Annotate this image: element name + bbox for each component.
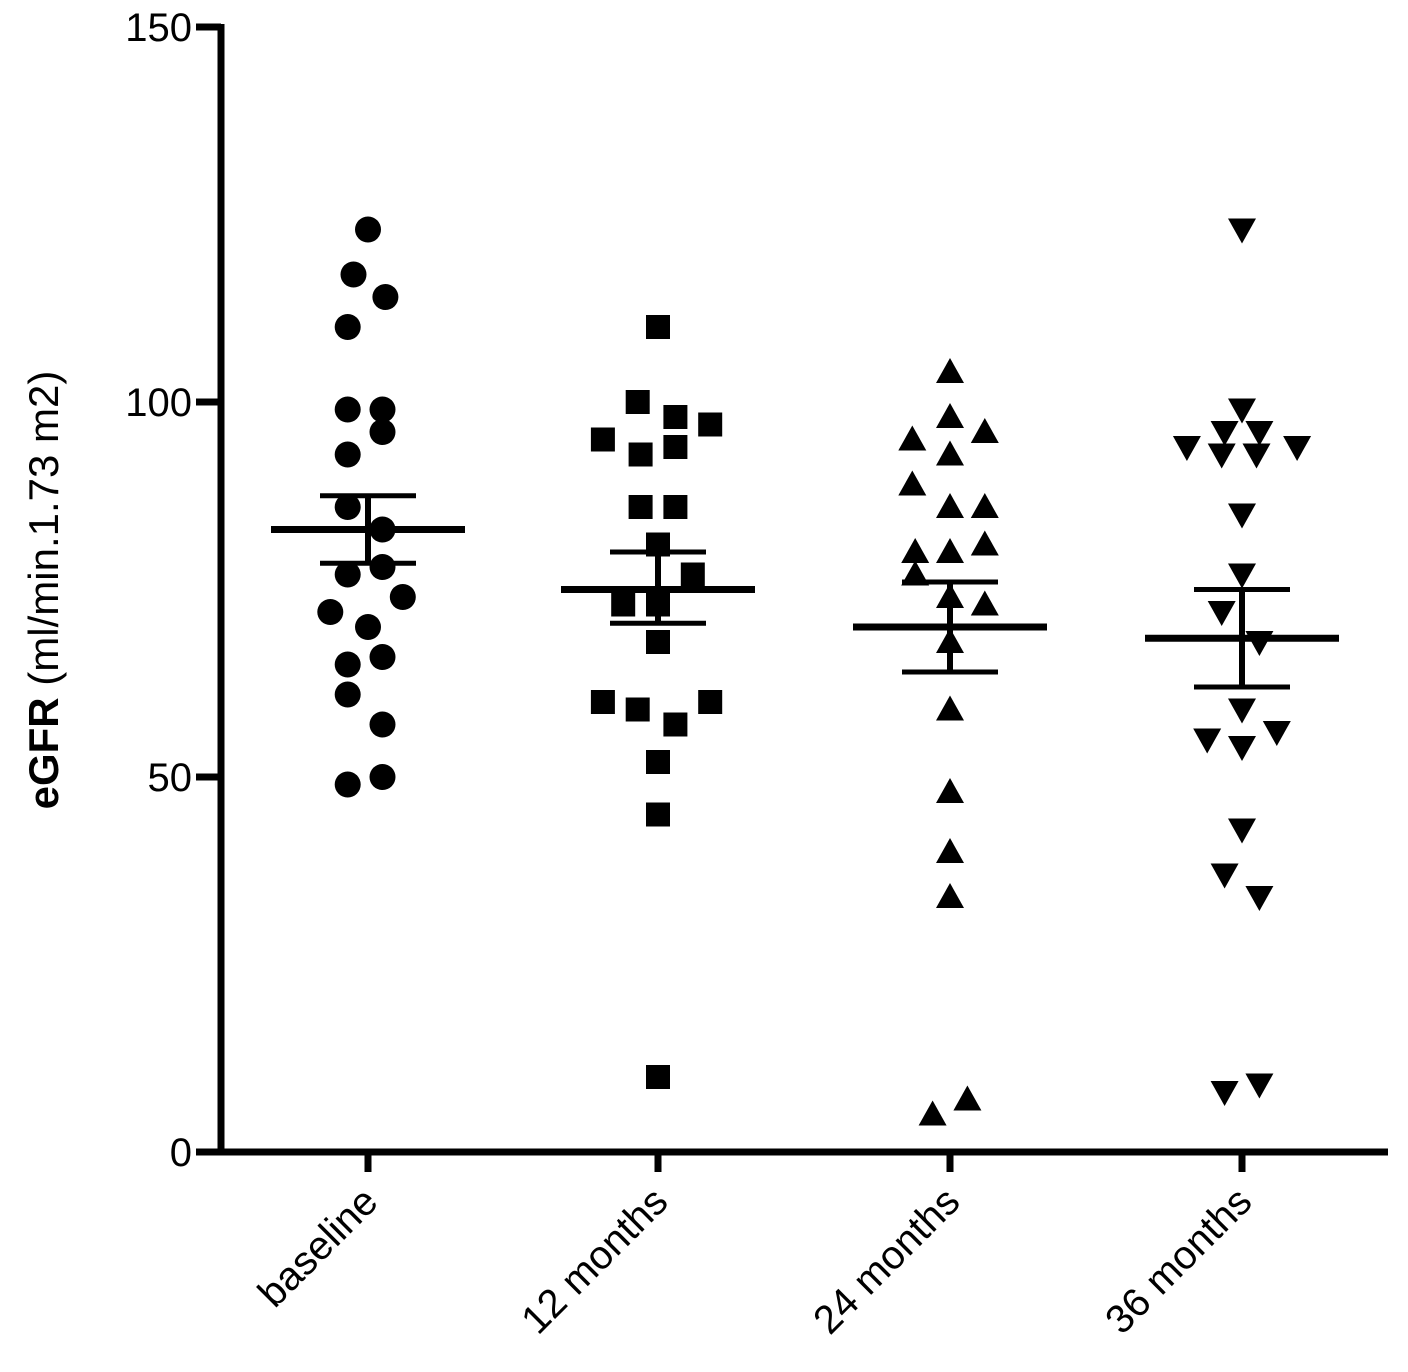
point-24-months-6 bbox=[936, 493, 964, 518]
point-baseline-7 bbox=[334, 441, 361, 468]
point-36-months-12 bbox=[1228, 698, 1256, 724]
x-ticks: baseline 12 months 24 months 36 months bbox=[250, 1152, 1260, 1342]
y-axis-label-units: (ml/min.1.73 m2) bbox=[20, 371, 67, 698]
point-12-months-15 bbox=[698, 690, 723, 714]
point-24-months-2 bbox=[970, 418, 999, 443]
y-axis-label: eGFR (ml/min.1.73 m2) bbox=[20, 371, 67, 810]
point-24-months-10 bbox=[970, 530, 999, 556]
point-24-months-11 bbox=[901, 560, 930, 586]
point-12-months-6 bbox=[628, 442, 653, 467]
point-24-months-4 bbox=[936, 440, 964, 466]
point-24-months-8 bbox=[901, 538, 930, 563]
point-36-months-16 bbox=[1228, 818, 1256, 844]
point-12-months-5 bbox=[663, 435, 688, 459]
point-baseline-14 bbox=[355, 614, 381, 640]
point-24-months-7 bbox=[970, 493, 999, 518]
y-ticks: 0 50 100 150 bbox=[125, 6, 221, 1175]
point-36-months-0 bbox=[1228, 218, 1256, 244]
y-tick-label-50: 50 bbox=[148, 756, 193, 800]
point-12-months-20 bbox=[646, 1065, 670, 1089]
x-tick-label-24-months: 24 months bbox=[805, 1179, 968, 1342]
point-36-months-2 bbox=[1210, 421, 1239, 446]
point-12-months-2 bbox=[663, 405, 688, 429]
point-24-months-9 bbox=[936, 538, 964, 563]
mean-sem-layer bbox=[271, 493, 1339, 690]
point-baseline-17 bbox=[334, 681, 361, 708]
point-36-months-8 bbox=[1228, 503, 1256, 529]
y-tick-label-100: 100 bbox=[125, 381, 192, 425]
points-layer bbox=[317, 216, 1312, 1126]
point-baseline-12 bbox=[389, 584, 416, 610]
point-24-months-16 bbox=[936, 778, 964, 803]
point-baseline-13 bbox=[317, 599, 344, 625]
y-tick-label-150: 150 bbox=[125, 6, 192, 50]
point-12-months-4 bbox=[590, 427, 615, 452]
point-baseline-16 bbox=[369, 644, 396, 670]
point-36-months-15 bbox=[1228, 736, 1256, 761]
point-baseline-8 bbox=[334, 494, 361, 520]
point-24-months-18 bbox=[936, 883, 964, 908]
point-12-months-8 bbox=[663, 495, 688, 519]
point-baseline-18 bbox=[369, 711, 396, 738]
point-36-months-14 bbox=[1262, 721, 1291, 746]
point-24-months-19 bbox=[953, 1085, 982, 1111]
y-axis-label-bold: eGFR bbox=[20, 697, 67, 809]
point-24-months-1 bbox=[936, 403, 964, 428]
point-12-months-16 bbox=[625, 697, 650, 722]
point-24-months-15 bbox=[936, 695, 964, 721]
point-36-months-20 bbox=[1245, 1073, 1274, 1099]
point-baseline-1 bbox=[340, 261, 367, 288]
x-tick-label-12-months: 12 months bbox=[513, 1179, 676, 1342]
point-36-months-9 bbox=[1228, 563, 1256, 589]
point-baseline-11 bbox=[334, 561, 361, 588]
point-24-months-3 bbox=[898, 425, 927, 451]
point-12-months-7 bbox=[628, 495, 653, 519]
point-36-months-18 bbox=[1245, 886, 1274, 911]
point-24-months-13 bbox=[970, 590, 999, 616]
point-baseline-5 bbox=[369, 396, 396, 423]
point-36-months-5 bbox=[1283, 436, 1312, 461]
point-24-months-20 bbox=[918, 1100, 947, 1126]
point-baseline-20 bbox=[334, 771, 361, 798]
point-36-months-19 bbox=[1210, 1081, 1239, 1106]
point-12-months-10 bbox=[680, 562, 705, 587]
point-36-months-13 bbox=[1193, 728, 1222, 754]
point-baseline-4 bbox=[334, 396, 361, 423]
axes bbox=[217, 24, 1388, 1156]
point-baseline-3 bbox=[334, 314, 361, 340]
point-36-months-6 bbox=[1207, 443, 1236, 469]
point-36-months-7 bbox=[1242, 443, 1271, 469]
point-36-months-17 bbox=[1210, 863, 1239, 889]
point-36-months-3 bbox=[1245, 421, 1274, 446]
point-12-months-17 bbox=[663, 712, 688, 737]
point-baseline-6 bbox=[369, 419, 396, 445]
x-tick-label-baseline: baseline bbox=[250, 1179, 386, 1315]
point-12-months-11 bbox=[611, 592, 636, 617]
x-tick-label-36-months: 36 months bbox=[1097, 1179, 1260, 1342]
point-12-months-1 bbox=[625, 390, 650, 414]
point-baseline-15 bbox=[334, 651, 361, 678]
point-12-months-14 bbox=[590, 690, 615, 714]
point-12-months-3 bbox=[698, 412, 723, 437]
point-12-months-13 bbox=[646, 630, 670, 654]
y-tick-label-0: 0 bbox=[170, 1131, 192, 1175]
point-baseline-10 bbox=[369, 554, 396, 580]
point-12-months-18 bbox=[646, 750, 670, 774]
point-baseline-0 bbox=[355, 216, 381, 243]
point-baseline-19 bbox=[369, 764, 396, 790]
point-12-months-19 bbox=[646, 802, 670, 827]
point-36-months-1 bbox=[1228, 398, 1256, 424]
point-24-months-0 bbox=[936, 358, 964, 383]
point-24-months-17 bbox=[936, 838, 964, 863]
point-36-months-10 bbox=[1207, 601, 1236, 626]
point-12-months-0 bbox=[646, 315, 670, 339]
point-36-months-4 bbox=[1172, 436, 1201, 461]
point-baseline-2 bbox=[372, 284, 399, 310]
point-24-months-5 bbox=[898, 470, 927, 496]
